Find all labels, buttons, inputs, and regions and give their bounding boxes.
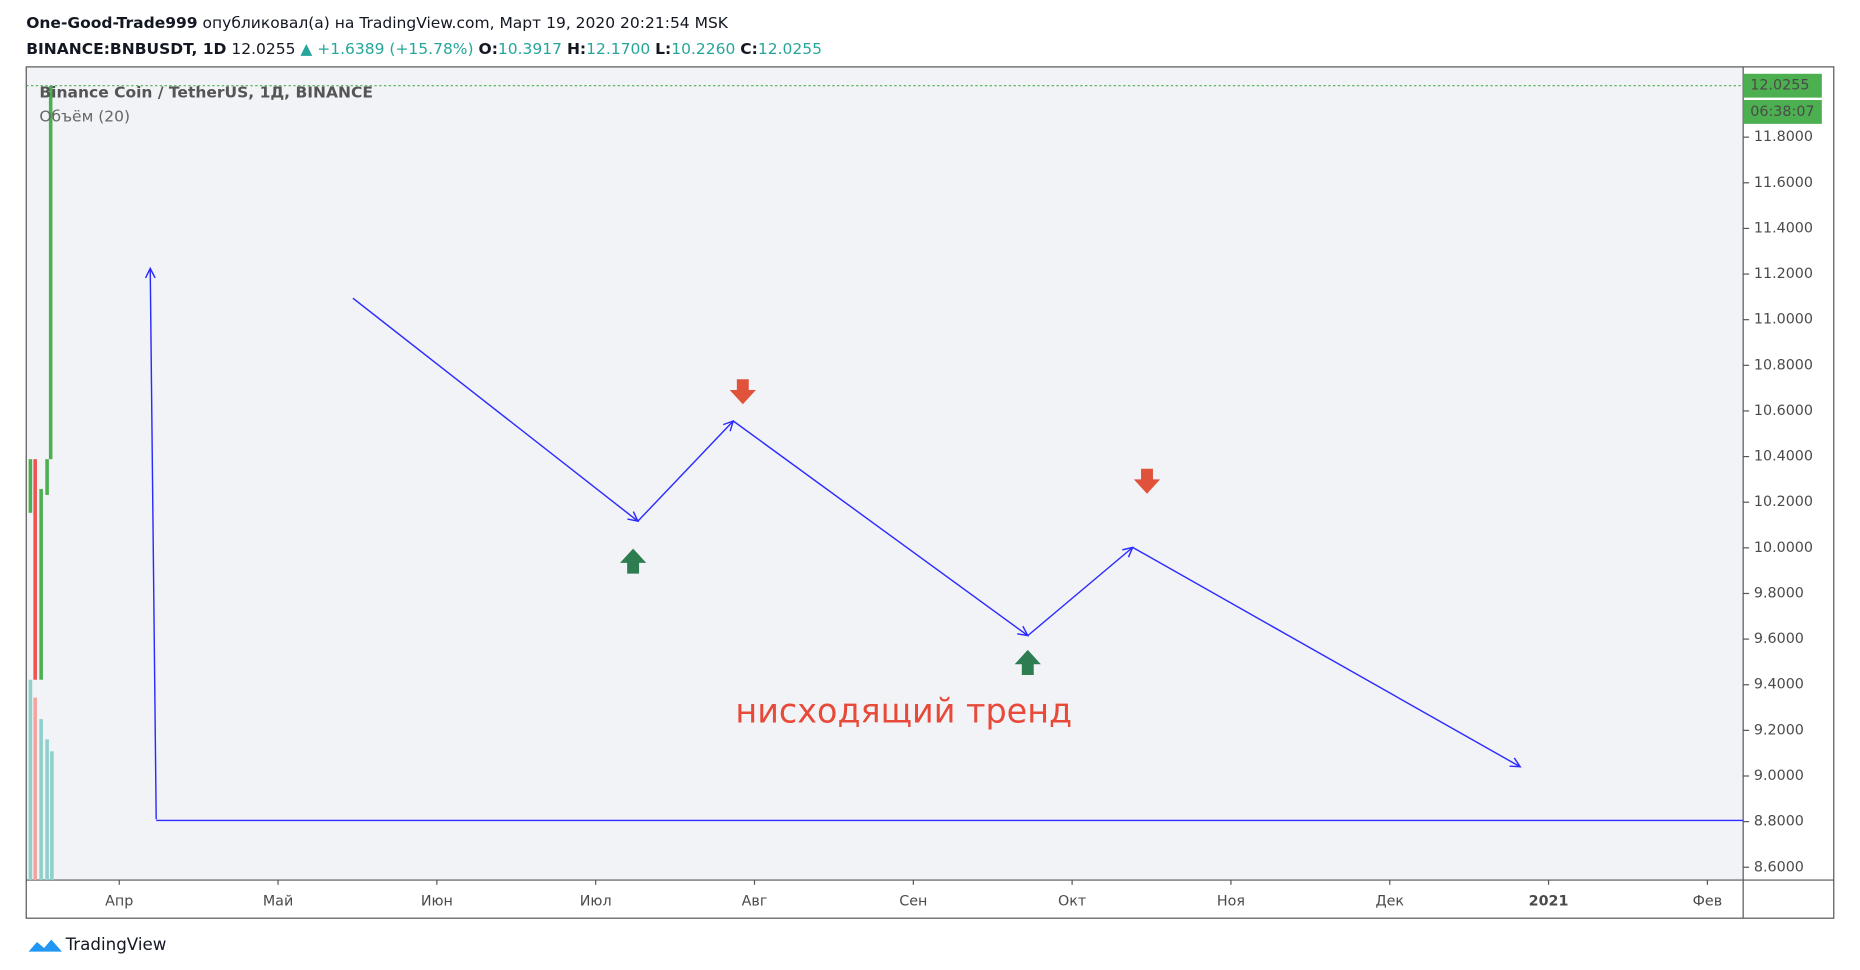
high: 12.1700 [586,40,650,58]
buy-arrow [1014,649,1041,675]
candle [28,459,33,513]
x-tick-label: Июн [421,894,453,910]
candle [39,488,43,680]
trend-arrow [1027,547,1133,637]
y-tick-label: 11.4000 [1754,220,1813,236]
x-tick-label: Окт [1058,894,1086,910]
high-label: H: [567,40,586,58]
published: опубликовал(а) на TradingView.com, Март … [203,13,729,31]
price-tag: 12.0255 [1750,78,1809,94]
x-tick-label: Авг [742,894,768,910]
close: 12.0255 [758,40,822,58]
x-tick-label: Дек [1375,894,1404,910]
y-tick-label: 11.6000 [1754,175,1813,191]
trend-arrow [150,268,157,820]
y-tick-label: 9.4000 [1754,677,1804,693]
trend-arrow [732,420,1028,636]
open: 10.3917 [498,40,562,58]
open-label: O: [479,40,498,58]
x-tick-label: Сен [899,894,927,910]
volume-bar [28,679,33,881]
y-tick-label: 11.2000 [1754,266,1813,282]
header-line-2: BINANCE:BNBUSDT, 1D 12.0255 ▲ +1.6389 (+… [26,40,822,58]
symbol: BINANCE:BNBUSDT, 1D [26,40,226,58]
y-tick-label: 10.2000 [1754,494,1813,510]
close-label: C: [740,40,758,58]
x-tick-label: Июл [580,894,612,910]
trend-arrow [637,421,733,522]
low-label: L: [655,40,671,58]
trend-arrow [1132,546,1521,766]
frame [25,66,1835,919]
last: 12.0255 [231,40,295,58]
y-tick-label: 11.8000 [1754,129,1813,145]
y-tick-label: 9.8000 [1754,585,1804,601]
x-tick-label: Май [263,894,293,910]
x-tick-label: Апр [105,894,133,910]
x-tick-label: Фев [1693,894,1723,910]
sell-arrow [729,379,756,405]
volume-bar [45,739,49,881]
y-tick-label: 11.0000 [1754,312,1813,328]
brand-logo [28,939,62,952]
price-tag-box [1743,73,1822,98]
header-line-1: One-Good-Trade999 опубликовал(а) на Trad… [26,13,729,31]
change: ▲ +1.6389 (+15.78%) [300,40,473,58]
y-tick-label: 8.8000 [1754,814,1804,830]
volume-label: Объём (20) [39,107,130,125]
trend-drawing [150,268,1744,822]
x-tick-label: 2021 [1529,894,1569,910]
y-tick-label: 10.8000 [1754,357,1813,373]
sell-arrow [1133,468,1161,494]
volume-bar [50,751,54,881]
brand: TradingView [65,935,167,954]
y-tick-label: 10.0000 [1754,540,1813,556]
countdown: 06:38:07 [1750,104,1814,120]
y-tick-label: 8.6000 [1754,859,1804,875]
candle [33,459,37,680]
x-tick-label: Ноя [1217,894,1245,910]
candle [48,85,53,460]
volume-bar [39,719,43,881]
y-tick-label: 10.6000 [1754,403,1813,419]
legend-title: Binance Coin / TetherUS, 1Д, BINANCE [39,84,373,102]
y-tick-label: 9.6000 [1754,631,1804,647]
candles [28,85,54,881]
y-tick-label: 9.2000 [1754,722,1804,738]
low: 10.2260 [671,40,735,58]
candle [45,459,49,495]
volume-bar [33,697,37,881]
author: One-Good-Trade999 [26,13,197,31]
buy-arrow [620,548,647,574]
countdown-box [1743,100,1822,124]
y-tick-label: 9.0000 [1754,768,1804,784]
plot-area [26,66,1744,881]
y-tick-label: 10.4000 [1754,449,1813,465]
annotation: нисходящий тренд [735,692,1072,731]
trend-arrow [352,297,638,521]
